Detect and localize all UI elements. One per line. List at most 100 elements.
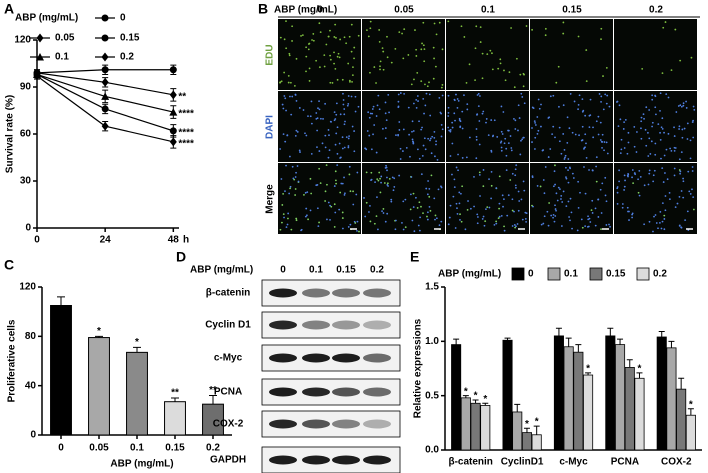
cell-dot [573, 100, 576, 103]
cell-dot [350, 95, 353, 98]
cell-dot [691, 188, 693, 191]
cell-dot [652, 174, 655, 177]
error-bar [533, 425, 540, 435]
cell-dot [310, 152, 313, 155]
cell-dot [368, 134, 371, 137]
column-label: 0.2 [370, 265, 384, 276]
header: ABP (mg/mL) [274, 5, 337, 16]
cell-dot [647, 155, 650, 157]
cell-dot [298, 149, 301, 152]
cell-dot [453, 112, 456, 115]
error-bar [575, 344, 582, 353]
cell-dot [283, 95, 286, 97]
marker [169, 90, 177, 100]
cell-dot [481, 52, 484, 55]
cell-dot [571, 131, 574, 134]
cell-dot [397, 133, 400, 136]
legend-title: ABP (mg/mL) [15, 13, 78, 24]
cell-dot [502, 205, 504, 208]
cell-dot [379, 177, 381, 180]
cell-dot [412, 142, 415, 145]
cell-dot [515, 57, 518, 60]
cell-dot [308, 67, 311, 70]
cell-dot [403, 28, 406, 31]
cell-dot [631, 212, 634, 215]
cell-dot [601, 182, 604, 185]
cell-dot [428, 195, 431, 198]
cell-dot [388, 177, 391, 180]
cell-dot [662, 181, 665, 183]
cell-dot [608, 105, 611, 108]
cell-dot [349, 80, 351, 83]
cell-dot [673, 126, 675, 129]
cell-dot [388, 111, 390, 114]
cell-dot [301, 34, 304, 37]
cell-dot [294, 134, 297, 137]
cell-dot [604, 176, 607, 179]
cell-dot [532, 107, 535, 110]
cell-dot [519, 73, 522, 76]
cell-dot [542, 222, 545, 225]
cell-dot [643, 184, 646, 187]
cell-dot [588, 169, 590, 171]
cell-dot [316, 184, 319, 186]
cell-dot [328, 134, 330, 137]
cell-dot [341, 211, 344, 214]
cell-dot [441, 94, 444, 97]
cell-dot [681, 136, 684, 139]
cell-dot [296, 131, 299, 133]
blot-band [363, 455, 391, 465]
cell-dot [621, 203, 624, 205]
cell-dot [675, 111, 678, 113]
cell-dot [604, 93, 607, 96]
cell-dot [680, 190, 683, 192]
cell-dot [329, 120, 332, 123]
bar [656, 336, 667, 451]
bar [553, 335, 564, 451]
cell-dot [427, 137, 430, 140]
cell-dot [412, 102, 415, 105]
blot-band [302, 387, 330, 397]
cell-dot [285, 226, 288, 229]
cell-dot [279, 228, 282, 231]
cell-dot [680, 105, 683, 108]
cell-dot [429, 139, 431, 142]
cell-dot [426, 193, 429, 196]
cell-dot [478, 173, 481, 176]
cell-dot [552, 185, 555, 188]
cell-dot [600, 212, 603, 214]
cell-dot [689, 139, 692, 142]
cell-dot [548, 116, 551, 119]
x-tick-label: β-catenin [448, 457, 492, 468]
cell-dot [416, 148, 419, 151]
cell-dot [525, 220, 527, 223]
cell-dot [514, 168, 517, 171]
cell-dot [568, 127, 571, 130]
cell-dot [661, 202, 664, 205]
cell-dot [591, 199, 594, 202]
row-label: GAPDH [210, 455, 246, 466]
cell-dot [282, 107, 285, 110]
cell-dot [331, 82, 334, 84]
y-tick-label: 1.5 [425, 282, 439, 293]
cell-dot [281, 103, 284, 106]
cell-dot [295, 219, 298, 222]
cell-dot [552, 214, 555, 216]
cell-dot [660, 227, 663, 230]
y-axis-label: Relative expressions [413, 318, 424, 418]
cell-dot [315, 59, 318, 62]
x-tick-label: c-Myc [559, 457, 588, 468]
cell-dot [557, 186, 560, 189]
cell-dot [458, 117, 461, 120]
cell-dot [456, 207, 458, 210]
cell-dot [289, 81, 292, 84]
cell-dot [305, 134, 308, 137]
cell-dot [595, 180, 598, 183]
cell-dot [386, 176, 388, 179]
cell-dot [503, 198, 505, 201]
blot-band [302, 353, 330, 363]
row-label: β-catenin [206, 288, 250, 299]
cell-dot [616, 186, 619, 188]
cell-dot [595, 120, 598, 123]
cell-dot [401, 150, 404, 152]
